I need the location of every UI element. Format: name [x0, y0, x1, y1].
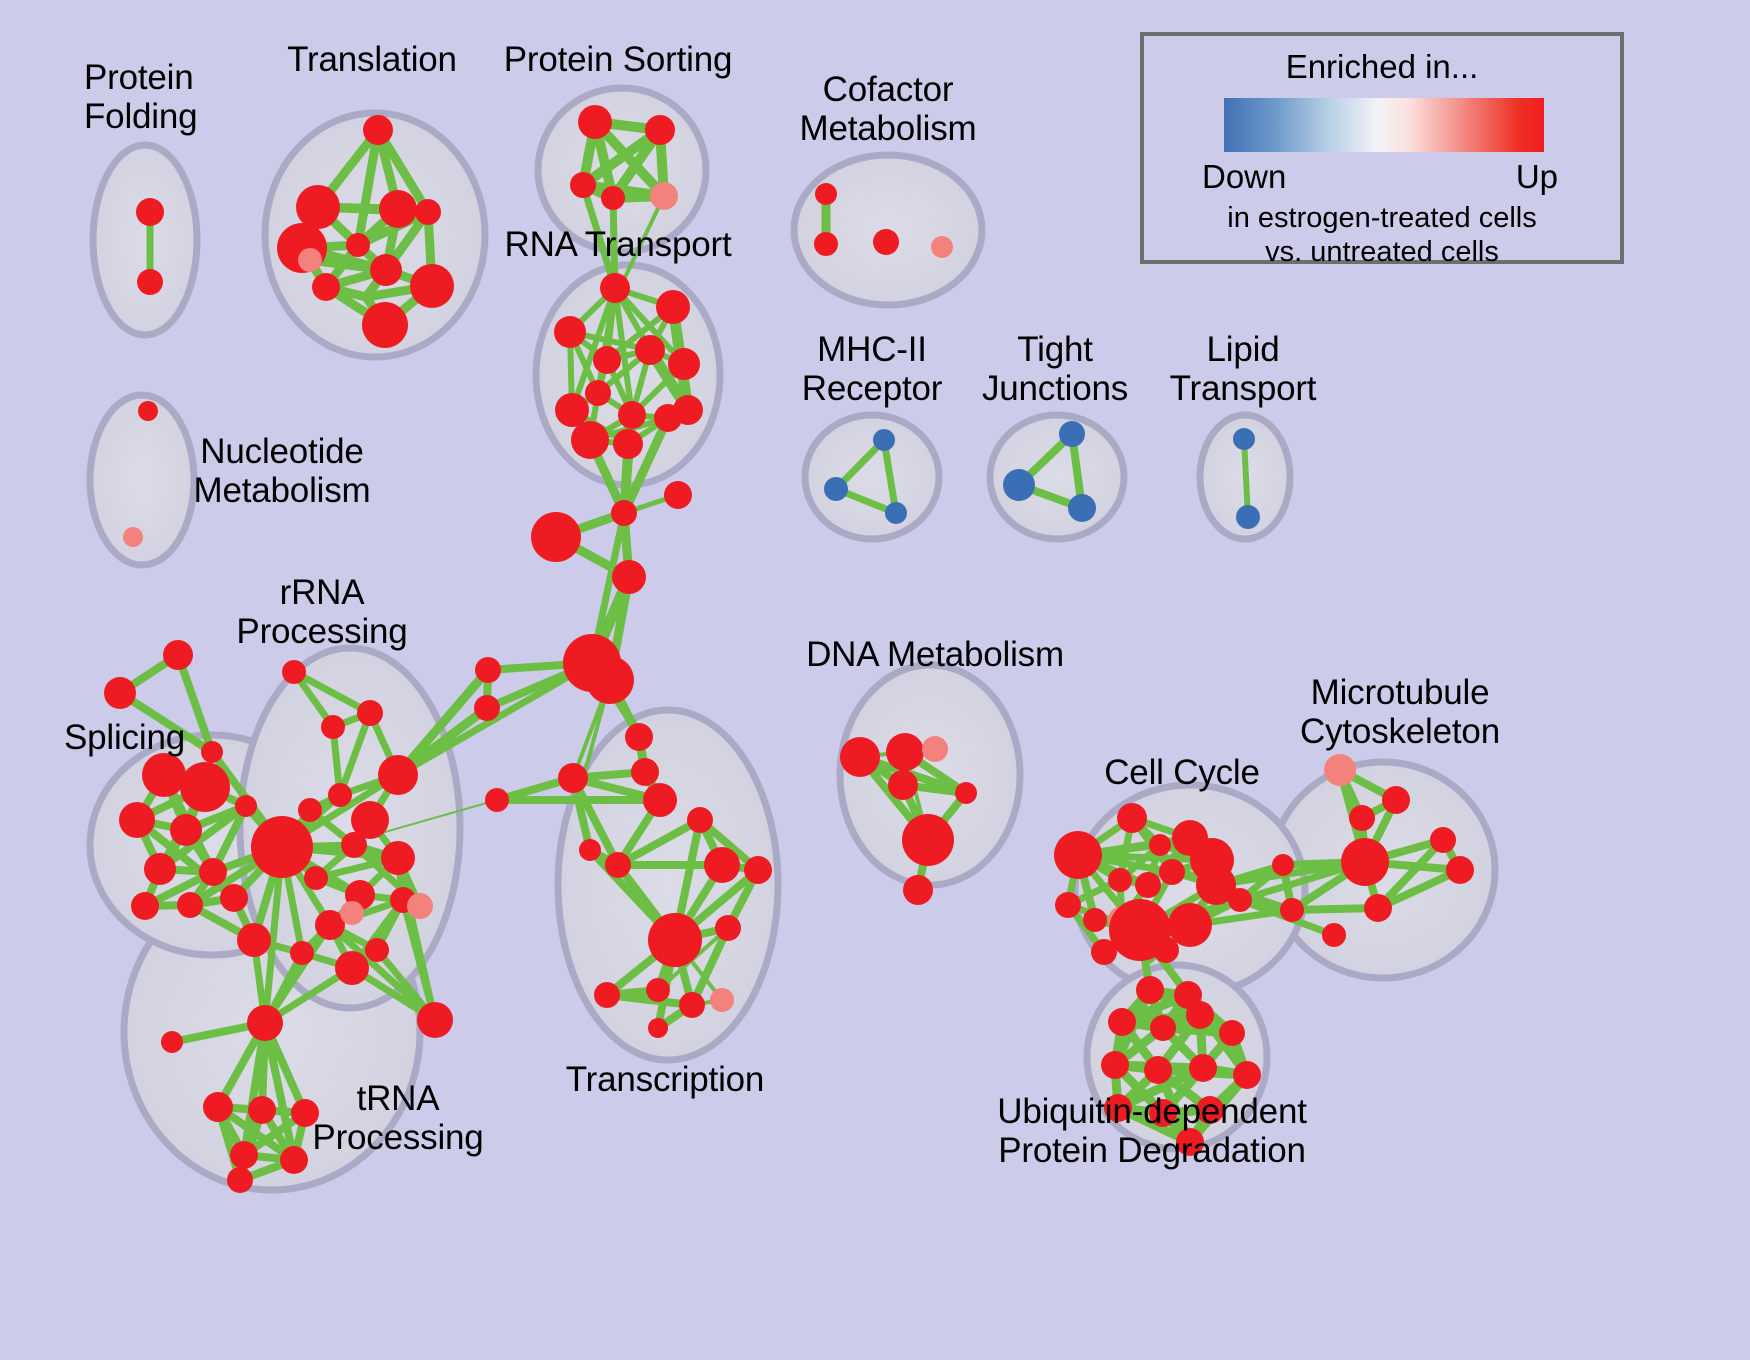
hull-mhc-ii [801, 411, 943, 543]
cluster-label-protein-folding: Protein Folding [84, 58, 198, 137]
cluster-label-rrna-processing: rRNA Processing [236, 573, 408, 652]
legend-title: Enriched in... [1285, 48, 1479, 85]
hull-nucleotide-metabolism [86, 391, 198, 569]
legend-box: Enriched in... Down Up in estrogen-treat… [1140, 32, 1624, 268]
hull-protein-folding [89, 141, 201, 339]
cluster-label-protein-sorting: Protein Sorting [503, 40, 733, 79]
cluster-label-cell-cycle: Cell Cycle [1104, 753, 1260, 792]
legend-subtitle: in estrogen-treated cells vs. untreated … [1227, 202, 1537, 269]
cluster-label-cofactor-metabolism: Cofactor Metabolism [799, 70, 977, 149]
legend-down-label: Down [1202, 158, 1287, 195]
cluster-label-translation: Translation [287, 40, 457, 79]
cluster-label-rna-transport: RNA Transport [504, 225, 732, 264]
network-nodes [104, 105, 1474, 1193]
cluster-label-lipid-transport: Lipid Transport [1169, 330, 1317, 409]
cluster-label-mhc-ii-receptor: MHC-II Receptor [801, 330, 943, 409]
cluster-label-microtubule-cytoskeleton: Microtubule Cytoskeleton [1300, 673, 1500, 752]
legend-up-label: Up [1515, 158, 1558, 195]
cluster-label-trna-processing: tRNA Processing [312, 1079, 484, 1158]
cluster-label-tight-junctions: Tight Junctions [981, 330, 1129, 409]
cluster-label-transcription: Transcription [565, 1060, 765, 1099]
cluster-label-nucleotide-metabolism: Nucleotide Metabolism [193, 432, 371, 511]
cluster-label-ubiquitin-degradation: Ubiquitin-dependent Protein Degradation [997, 1092, 1307, 1171]
cluster-label-dna-metabolism: DNA Metabolism [806, 635, 1064, 674]
cluster-label-splicing: Splicing [64, 718, 185, 757]
legend-color-gradient-bar [1224, 98, 1544, 152]
